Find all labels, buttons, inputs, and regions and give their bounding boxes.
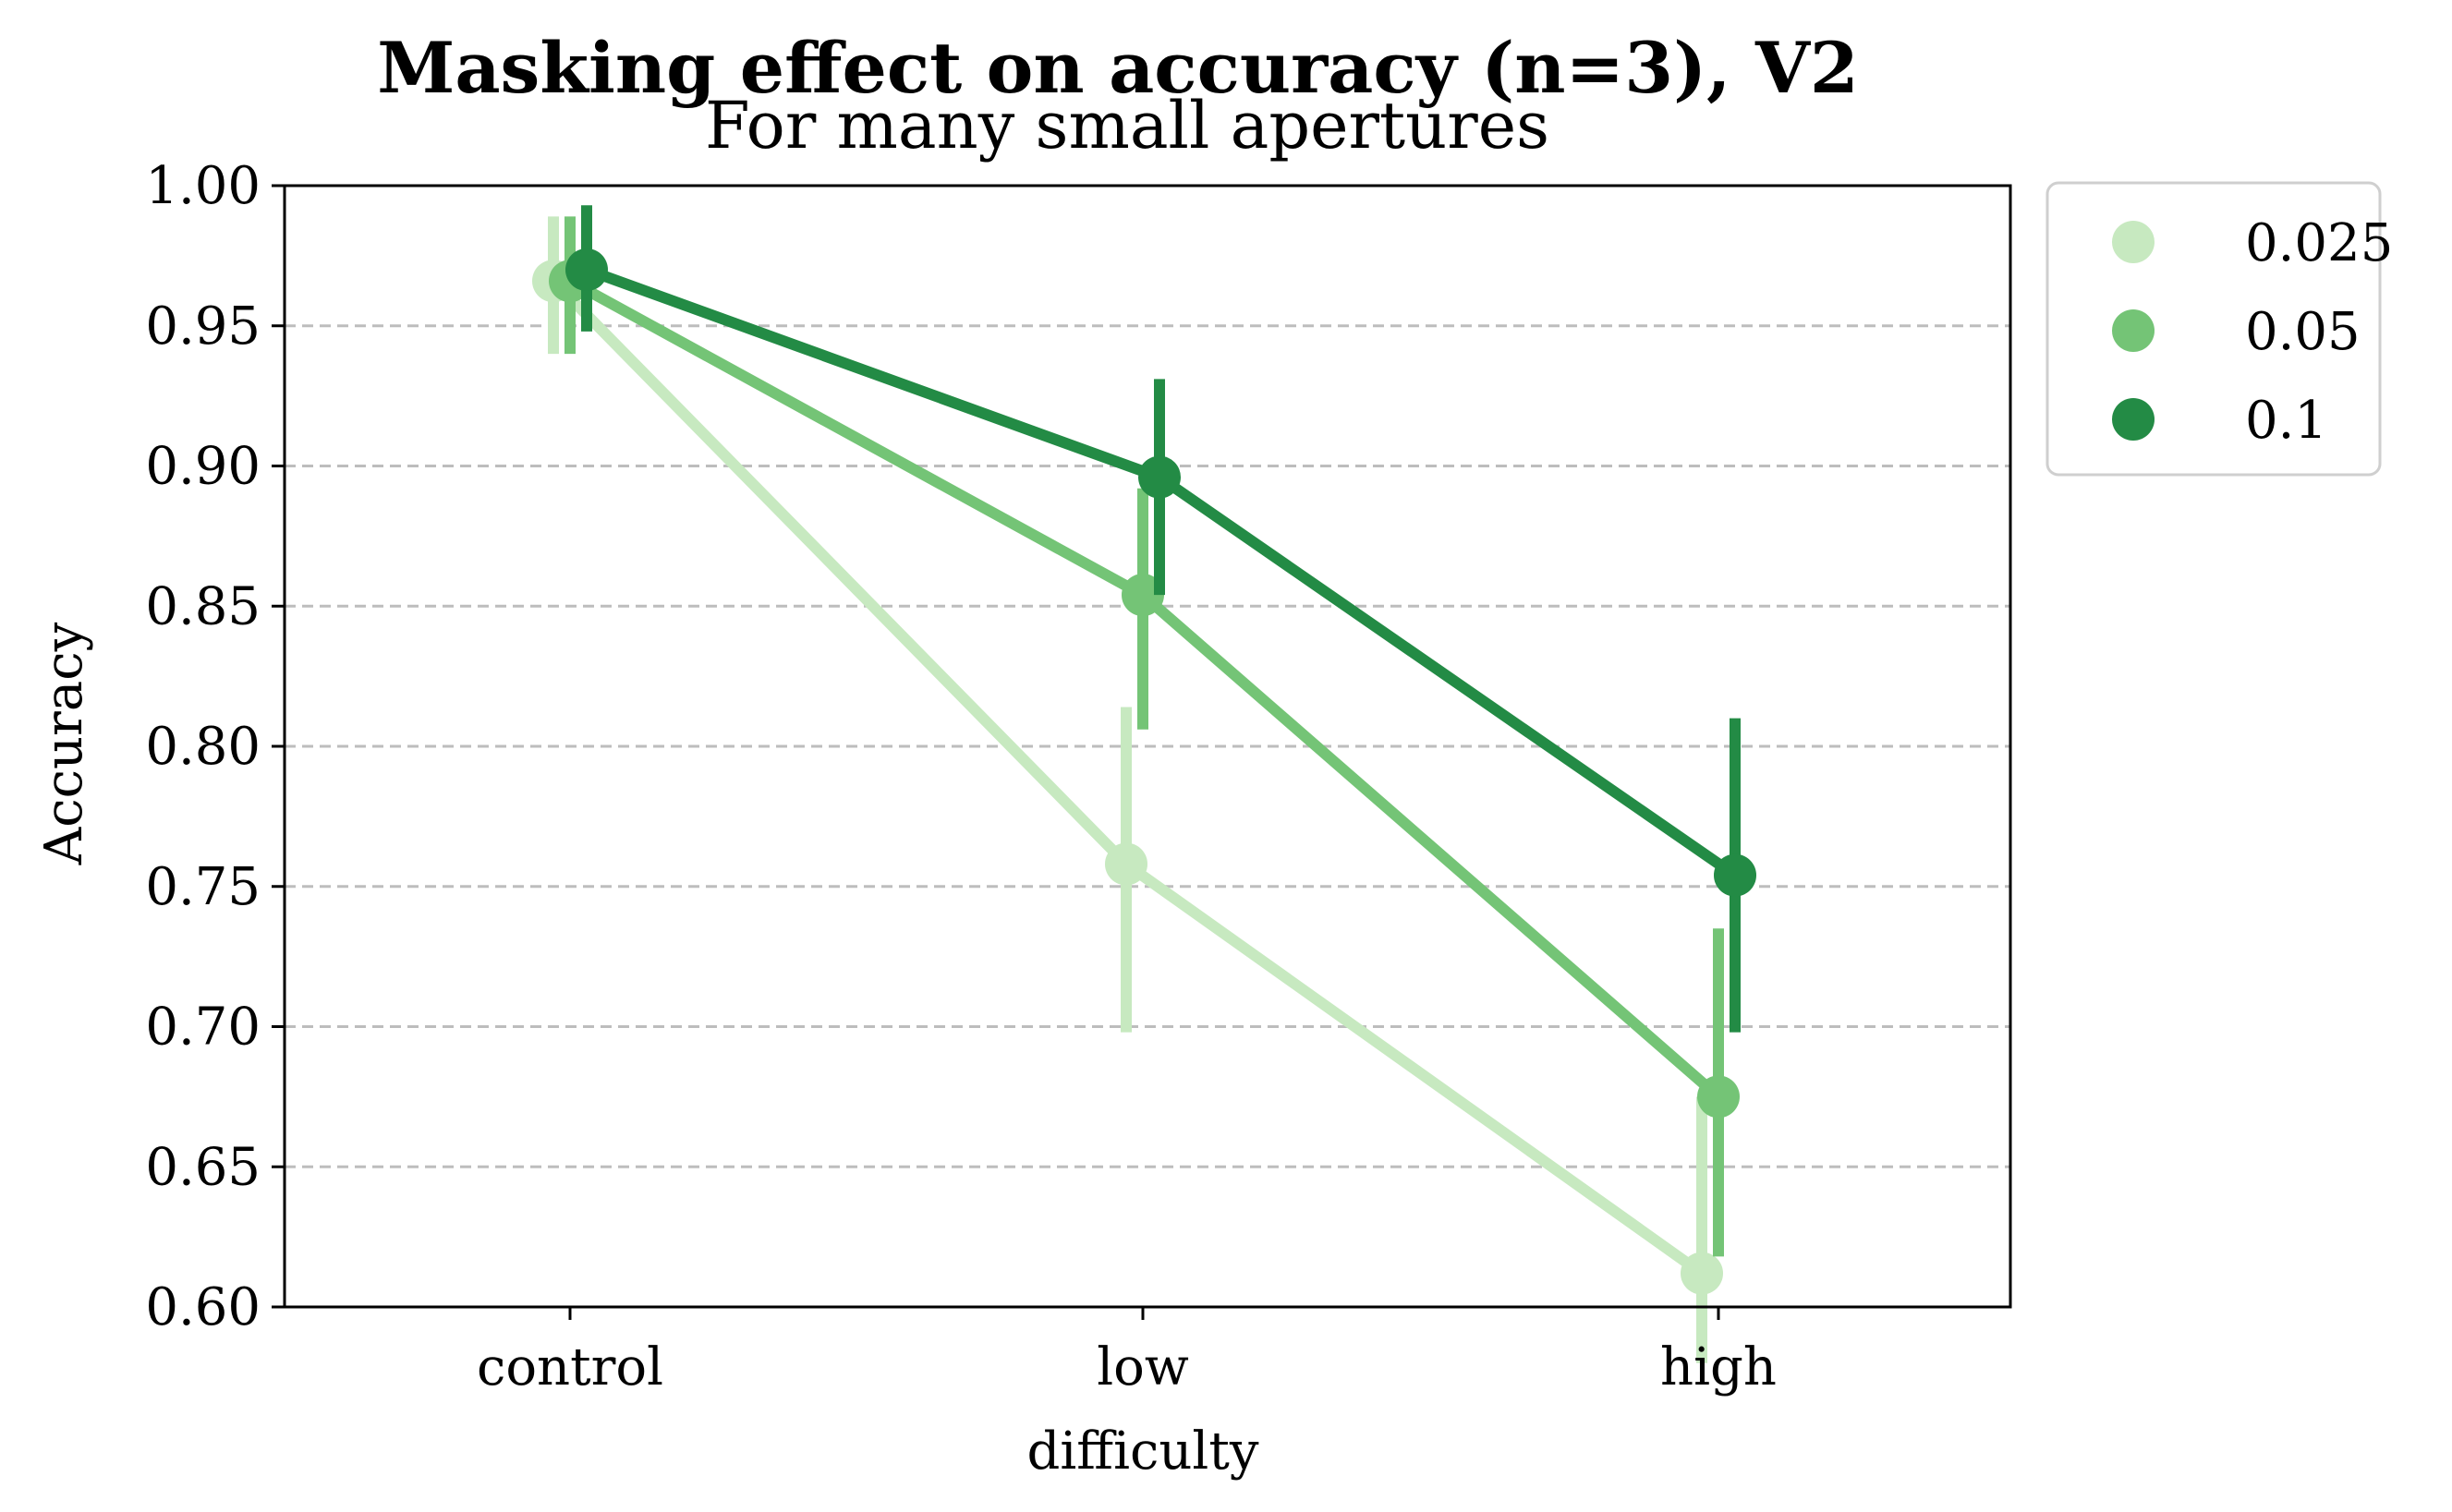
chart-title: Masking effect on accuracy (n=3), V2 [377, 27, 1859, 109]
legend-marker [2112, 309, 2155, 352]
data-point [1105, 842, 1147, 886]
axes: 0.60 0.65 0.70 0.75 0.80 0.85 0.90 0.95 1.00 cont… [145, 156, 2012, 1397]
y-tick-label: 0.80 [145, 717, 261, 777]
x-tick-label: high [1660, 1337, 1777, 1397]
x-tick-label: control [477, 1337, 663, 1397]
y-tick-label: 0.90 [145, 437, 261, 497]
legend: 0.025 0.05 0.1 [2045, 181, 2393, 477]
y-tick-label: 0.65 [145, 1137, 261, 1197]
y-tick-label: 0.60 [145, 1277, 261, 1337]
legend-label: 0.05 [2245, 302, 2361, 362]
data-point [1122, 574, 1164, 617]
x-axis-label: difficulty [1027, 1421, 1259, 1482]
legend-label: 0.025 [2245, 213, 2393, 273]
x-tick-label: low [1097, 1337, 1189, 1397]
y-tick-label: 0.85 [145, 576, 261, 636]
y-tick-label: 0.70 [145, 998, 261, 1058]
y-tick-label: 0.95 [145, 296, 261, 357]
data-point [565, 248, 608, 292]
legend-marker [2112, 221, 2155, 263]
y-tick-label: 1.00 [145, 156, 261, 216]
data-point [1138, 455, 1181, 499]
data-point [1697, 1075, 1740, 1119]
chart-subtitle: For many small apertures [705, 88, 1549, 163]
data-point [1681, 1252, 1723, 1295]
data-point [1714, 853, 1756, 897]
y-tick-label: 0.75 [145, 857, 261, 917]
series-layer [532, 205, 1756, 1363]
legend-label: 0.1 [2245, 391, 2327, 451]
y-axis-label: Accuracy [34, 622, 94, 865]
legend-marker [2112, 398, 2155, 441]
grid-lines [285, 324, 2010, 1168]
